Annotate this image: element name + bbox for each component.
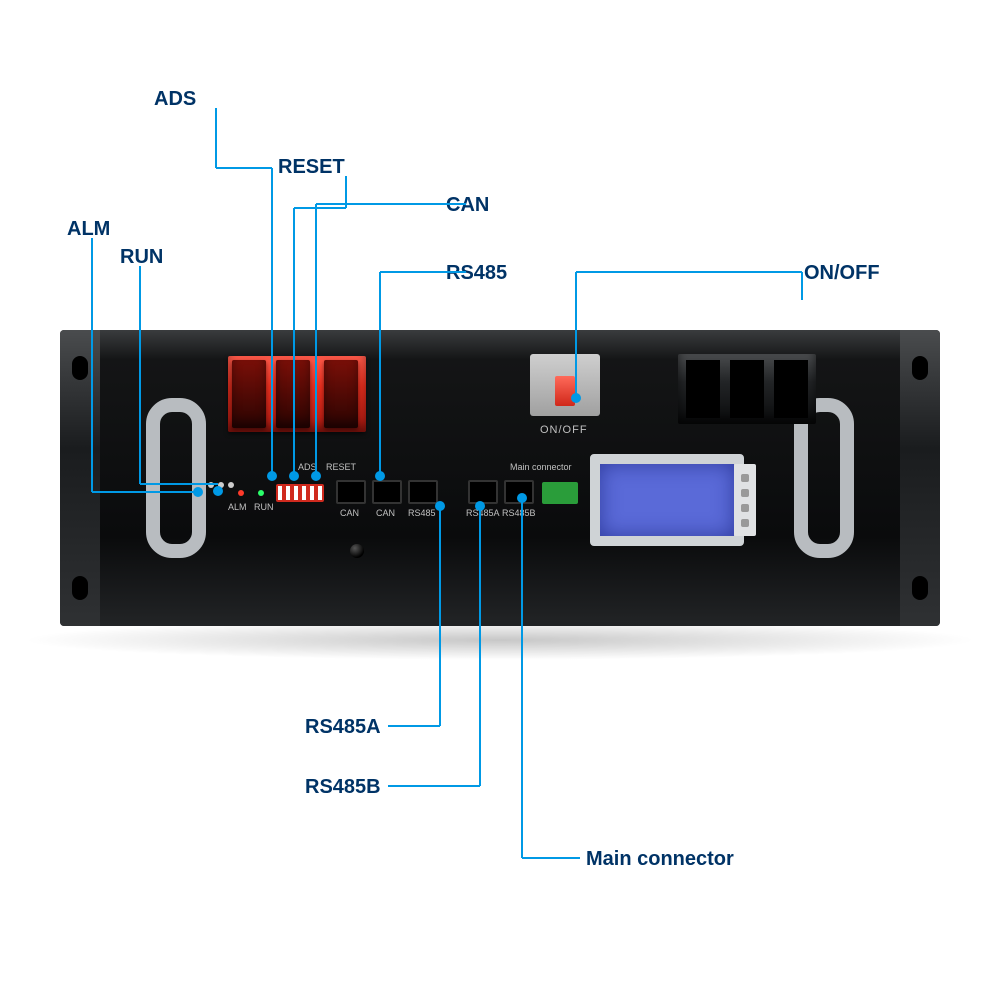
main-connector[interactable] [542, 482, 578, 504]
leader-dot [571, 393, 581, 403]
leader-segment [380, 271, 466, 273]
port-can[interactable] [336, 480, 366, 504]
terminal-red-slot [232, 360, 266, 428]
tiny-label-reset: RESET [326, 462, 356, 472]
leader-segment [521, 498, 523, 858]
leader-segment [439, 506, 441, 726]
device-face: ON/OFF ALM RUN ADS RESET CAN [100, 330, 900, 626]
leader-segment [271, 168, 273, 476]
tiny-label-alm: ALM [228, 502, 247, 512]
callout-label-rs485: RS485 [446, 262, 507, 285]
lcd-button[interactable] [741, 474, 749, 482]
tiny-label-main: Main connector [510, 462, 572, 472]
led-run [258, 490, 264, 496]
screw [350, 544, 364, 558]
lcd-button[interactable] [741, 519, 749, 527]
leader-segment [294, 207, 346, 209]
tiny-label-can2: CAN [376, 508, 395, 518]
dip-switch[interactable] [276, 484, 324, 502]
callout-label-ads: ADS [154, 88, 196, 111]
leader-segment [479, 506, 481, 786]
shadow [20, 620, 980, 660]
breaker-label: ON/OFF [540, 424, 588, 436]
terminal-red-slot [324, 360, 358, 428]
leader-dot [435, 501, 445, 511]
leader-segment [91, 238, 93, 492]
leader-dot [267, 471, 277, 481]
lcd-screen [590, 454, 744, 546]
leader-dot [517, 493, 527, 503]
leader-segment [388, 785, 480, 787]
port-rs485[interactable] [408, 480, 438, 504]
rack-ear-right [900, 330, 940, 626]
lcd-button[interactable] [741, 489, 749, 497]
callout-label-main: Main connector [586, 848, 734, 871]
leader-segment [316, 203, 466, 205]
tiny-label-can: CAN [340, 508, 359, 518]
leader-dot [375, 471, 385, 481]
callout-label-run: RUN [120, 246, 163, 269]
leader-segment [293, 208, 295, 476]
leader-segment [315, 204, 317, 476]
leader-segment [388, 725, 440, 727]
callout-label-onoff: ON/OFF [804, 262, 880, 285]
leader-dot [289, 471, 299, 481]
callout-label-can: CAN [446, 194, 489, 217]
led-alm [238, 490, 244, 496]
leader-dot [213, 486, 223, 496]
terminal-black-slot [774, 360, 808, 418]
device-chassis: ON/OFF ALM RUN ADS RESET CAN [60, 330, 940, 626]
leader-segment [379, 272, 381, 476]
leader-segment [215, 108, 217, 168]
tiny-label-run: RUN [254, 502, 274, 512]
led-indicator [228, 482, 234, 488]
handle-left [146, 398, 206, 558]
leader-dot [193, 487, 203, 497]
lcd-button[interactable] [741, 504, 749, 512]
rack-ear-left [60, 330, 100, 626]
port-can[interactable] [372, 480, 402, 504]
callout-label-alm: ALM [67, 218, 110, 241]
lcd-button-column [734, 464, 756, 536]
leader-dot [475, 501, 485, 511]
callout-label-rs485b: RS485B [305, 776, 381, 799]
callout-label-rs485a: RS485A [305, 716, 381, 739]
terminal-black-slot [730, 360, 764, 418]
callout-label-reset: RESET [278, 156, 345, 179]
leader-segment [216, 167, 272, 169]
tiny-label-rs485b: RS485B [502, 508, 536, 518]
port-rs485a[interactable] [468, 480, 498, 504]
leader-segment [92, 491, 198, 493]
leader-segment [139, 266, 141, 484]
leader-segment [575, 272, 577, 396]
leader-segment [140, 483, 218, 485]
leader-segment [801, 272, 803, 300]
leader-segment [576, 271, 802, 273]
tiny-label-rs485: RS485 [408, 508, 436, 518]
leader-segment [522, 857, 580, 859]
terminal-black-slot [686, 360, 720, 418]
leader-dot [311, 471, 321, 481]
